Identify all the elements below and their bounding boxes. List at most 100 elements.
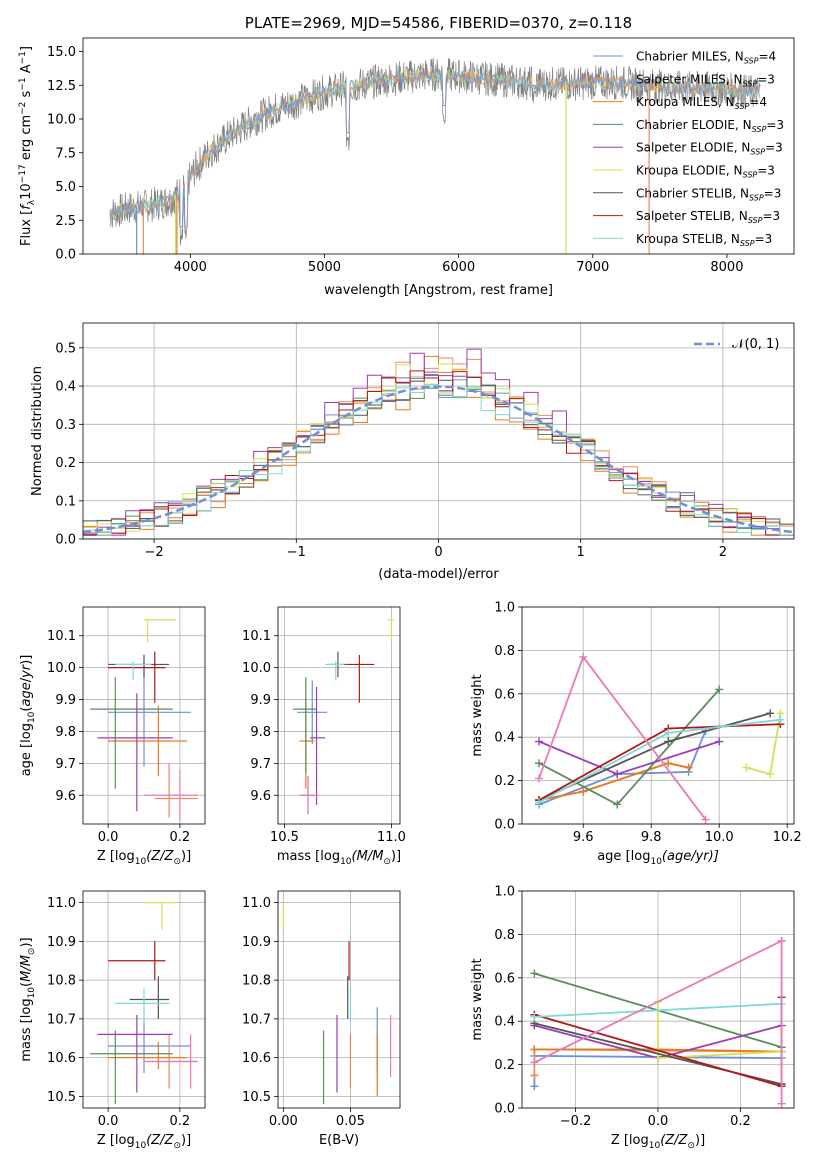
y-tick-label: 10.6	[47, 1051, 76, 1066]
x-tick-label: 0.00	[269, 1114, 298, 1129]
x-tick-label: 0.2	[170, 830, 191, 845]
x-axis-label-part: )]	[181, 1133, 191, 1148]
y-axis-label-part: ]	[19, 46, 34, 51]
weight-marker	[776, 715, 785, 724]
legend-label-tail: =3	[757, 72, 775, 86]
x-tick-label: 0.0	[98, 1114, 119, 1129]
y-axis-label: mass [log10(M/M⊙)]	[19, 937, 37, 1061]
legend-label-main: Kroupa MILES, N	[636, 95, 735, 109]
y-tick-label: 0.2	[55, 456, 76, 471]
x-tick-label: 10.2	[773, 830, 802, 845]
legend-label-tail: =3	[764, 186, 782, 200]
x-axis-label: Z [log10(Z/Z⊙)]	[611, 1133, 705, 1151]
x-axis-label: E(B-V)	[319, 1133, 359, 1148]
axes-age_vs_mass: 10.5 11.0 9.6 9.7 9.8 9.9 10.0 10.1 mass [log10(…	[242, 606, 406, 867]
weight-marker	[654, 1054, 662, 1063]
histogram-series	[83, 355, 794, 536]
y-axis-label: mass weight	[470, 958, 485, 1040]
axes-mass_vs_ebv: 0.00 0.05 10.5 10.6 10.7 10.8 10.9 11.0 E(B-V)	[242, 890, 401, 1148]
legend-label: 𝒩(0, 1)	[732, 337, 779, 352]
weight-marker	[742, 763, 751, 772]
weight-marker	[684, 763, 693, 772]
weight-marker	[530, 1045, 539, 1054]
weight-marker	[715, 737, 724, 746]
x-tick-label: 11.0	[377, 830, 406, 845]
x-axis-label-part: mass [log	[277, 849, 340, 864]
weight-marker	[664, 737, 673, 746]
y-tick-label: 7.5	[55, 146, 76, 161]
y-tick-label: 1.0	[494, 601, 515, 616]
legend-label-tail: =3	[762, 209, 780, 223]
x-axis-label-part: age [log	[597, 849, 650, 864]
y-tick-label: 10.0	[47, 661, 76, 676]
y-axis-label-part: age [log	[19, 723, 34, 776]
x-axis-label-part: )]	[391, 849, 401, 864]
legend-label-sub: SSP	[749, 193, 764, 202]
y-tick-label: 15.0	[47, 45, 76, 60]
x-tick-label: −0.2	[560, 1114, 592, 1129]
y-axis-label-part: yr	[19, 663, 34, 679]
y-axis-label-part: mass [log	[19, 998, 34, 1061]
weight-marker	[530, 1082, 539, 1091]
x-tick-label: −1	[287, 545, 306, 560]
histogram-series	[83, 384, 794, 536]
x-axis-label-part: (M/M	[352, 849, 384, 864]
x-axis-label-sub: ⊙	[173, 1141, 181, 1151]
y-tick-label: 9.8	[250, 725, 271, 740]
y-axis-label-part: ⊙	[27, 948, 37, 956]
weight-marker	[530, 1012, 539, 1021]
y-tick-label: 10.5	[47, 1090, 76, 1105]
y-tick-label: 0.2	[494, 1058, 515, 1073]
axes-massweight_vs_Z: −0.2 0.0 0.2 0.0 0.2 0.4 0.6 0.8 1.0 Z [log10(Z/Z…	[470, 885, 795, 1151]
x-tick-label: 6000	[442, 260, 475, 275]
model-spectrum-line	[109, 66, 760, 228]
weight-marker	[701, 815, 710, 824]
y-tick-label: 5.0	[55, 180, 76, 195]
weight-marker	[766, 770, 775, 779]
weight-marker	[613, 770, 622, 779]
x-axis-label-sub: 10	[649, 1141, 661, 1151]
y-tick-label: 10.0	[242, 661, 271, 676]
weight-marker	[766, 709, 775, 718]
y-tick-label: 10.7	[242, 1012, 271, 1027]
x-axis-label: Z [log10(Z/Z⊙)]	[97, 849, 191, 867]
y-tick-label: 9.7	[250, 757, 271, 772]
y-tick-label: 0.8	[494, 928, 515, 943]
y-tick-label: 0.6	[494, 687, 515, 702]
axes-mass_vs_Z: 0.0 0.210.510.610.710.810.911.0Z [log10(Z…	[19, 890, 206, 1151]
x-axis-label-sub: 10	[340, 857, 352, 867]
weight-marker	[530, 1071, 539, 1080]
weight-line	[538, 740, 720, 776]
weight-marker	[535, 774, 543, 783]
legend-label: Kroupa STELIB, NSSP=3	[636, 232, 772, 248]
legend-label: Salpeter ELODIE, NSSP=3	[636, 141, 783, 157]
y-axis-label-part: −1	[18, 77, 28, 90]
y-tick-label: 9.7	[55, 757, 76, 772]
y-tick-label: 12.5	[47, 79, 76, 94]
x-tick-label: −2	[145, 545, 164, 560]
x-axis-label-part: )]	[695, 1133, 705, 1148]
weight-marker	[535, 759, 543, 768]
weight-marker	[777, 1099, 786, 1108]
x-axis-label-sub: ⊙	[687, 1141, 695, 1151]
y-axis-label: age [log10(age/yr)]	[19, 655, 37, 777]
legend-label: Chabrier STELIB, NSSP=3	[636, 186, 781, 202]
axes-age_vs_Z: 0.0 0.29.69.79.89.910.010.1Z [log10(Z/Z⊙)…	[19, 606, 206, 867]
y-axis-label-part: (	[19, 707, 34, 712]
x-axis-label-sub: ⊙	[173, 857, 181, 867]
legend-label-main: Chabrier STELIB, N	[636, 186, 749, 200]
legend-label: Kroupa ELODIE, NSSP=3	[636, 164, 775, 180]
y-axis-label-part: A	[19, 64, 34, 77]
legend-label-main: Kroupa STELIB, N	[636, 232, 740, 246]
x-axis-label-part: (Z/Z	[660, 1133, 688, 1148]
legend-label: Chabrier MILES, NSSP=4	[636, 50, 776, 66]
x-tick-label: 0.0	[98, 830, 119, 845]
y-tick-label: 10.8	[47, 974, 76, 989]
weight-line	[538, 723, 781, 801]
x-axis-label-sub: 10	[650, 857, 662, 867]
y-axis-label-part: −1	[18, 51, 28, 64]
legend-label-tail: =3	[765, 141, 783, 155]
axes-frame	[521, 890, 795, 1109]
y-tick-label: 9.9	[250, 693, 271, 708]
y-tick-label: 9.6	[250, 789, 271, 804]
